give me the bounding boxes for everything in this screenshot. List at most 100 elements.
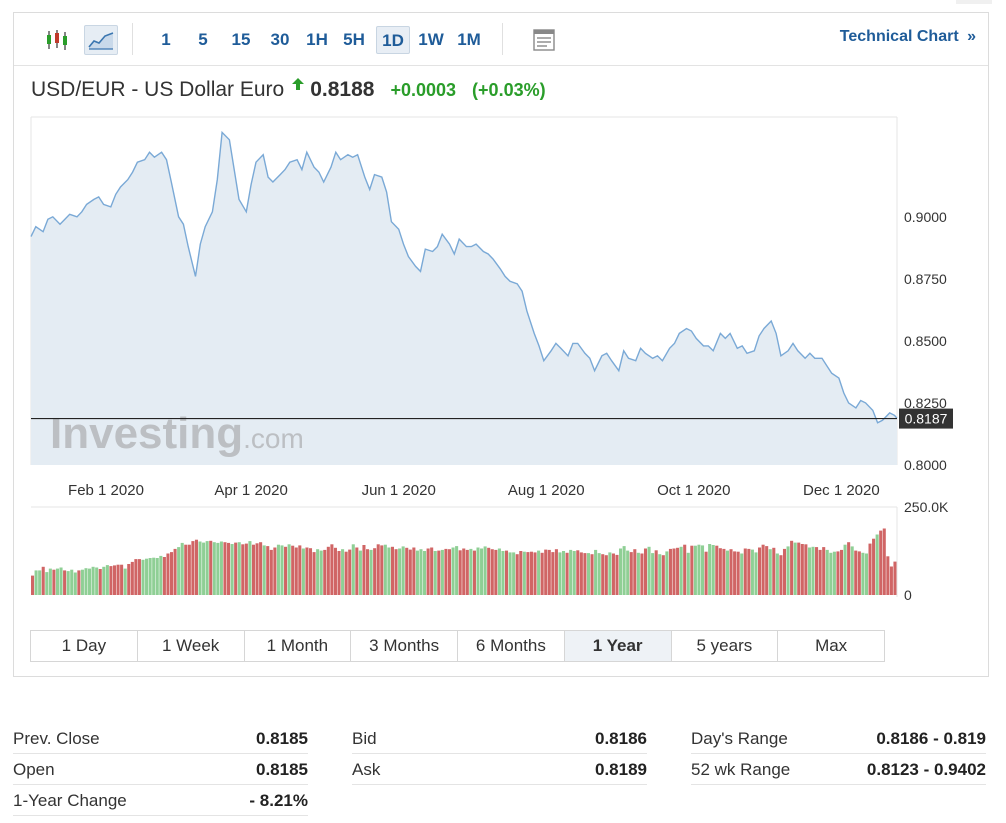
stat-label: Open	[13, 760, 55, 779]
volume-bar	[583, 553, 587, 595]
volume-bar	[433, 551, 437, 595]
timeframe-5[interactable]: 5	[198, 30, 208, 49]
volume-bar	[330, 544, 334, 595]
timeframe-30[interactable]: 30	[270, 30, 290, 49]
stat-row: Ask 0.8189	[352, 754, 647, 785]
toolbar-divider	[502, 23, 503, 55]
volume-bar	[790, 540, 794, 595]
price-chart[interactable]: Investing.com 0.8187 0.9000 0.8750 0.8500 0.8…	[14, 13, 990, 623]
volume-bar	[447, 549, 452, 595]
stat-row: 1-Year Change - 8.21%	[13, 785, 308, 816]
volume-bar	[223, 542, 227, 595]
volume-bar	[259, 542, 263, 595]
volume-bar	[251, 544, 256, 595]
range-3-months[interactable]: 3 Months	[351, 631, 458, 661]
volume-bar	[91, 566, 95, 595]
volume-bar	[59, 567, 63, 595]
volume-bar	[369, 549, 373, 595]
range-6-months[interactable]: 6 Months	[458, 631, 565, 661]
volume-bar	[526, 552, 530, 595]
price-change: +0.0003	[390, 80, 457, 100]
volume-bar	[280, 545, 284, 595]
volume-bar	[504, 550, 509, 595]
volume-bar	[579, 552, 583, 595]
y-tick-label: 0.8000	[904, 457, 947, 473]
volume-bar	[615, 554, 619, 595]
volume-bar	[754, 552, 758, 595]
stat-value: 0.8185	[256, 729, 308, 748]
technical-chart-label: Technical Chart	[839, 28, 959, 45]
timeframe-1h[interactable]: 1H	[306, 30, 328, 49]
volume-bar	[708, 544, 712, 595]
stat-row: 52 wk Range 0.8123 - 0.9402	[691, 754, 986, 785]
timeframe-1m[interactable]: 1M	[457, 30, 481, 49]
range-1-week[interactable]: 1 Week	[138, 631, 245, 661]
stat-value: 0.8186	[595, 729, 647, 748]
volume-bar	[408, 549, 412, 595]
volume-bar	[284, 546, 288, 595]
volume-bar	[405, 547, 409, 595]
area-chart-icon[interactable]	[84, 25, 118, 55]
volume-bar	[398, 548, 402, 595]
x-tick-label: Aug 1 2020	[508, 482, 585, 499]
volume-bar	[415, 550, 419, 595]
volume-bar	[494, 549, 498, 595]
volume-bar	[797, 542, 801, 595]
current-price-label: 0.8187	[905, 411, 948, 427]
range-1-year[interactable]: 1 Year	[564, 631, 672, 661]
volume-bar	[640, 553, 644, 595]
y-tick-label: 0.8500	[904, 333, 947, 349]
candlestick-icon[interactable]	[42, 25, 72, 55]
volume-bar	[590, 554, 594, 595]
timeframe-1d[interactable]: 1D	[376, 26, 410, 54]
range-max[interactable]: Max	[815, 636, 848, 655]
volume-bar	[326, 546, 330, 595]
timeframe-5h[interactable]: 5H	[343, 30, 365, 49]
stat-value: 0.8186 - 0.819	[876, 729, 986, 748]
volume-bar	[80, 569, 84, 595]
volume-bar	[537, 550, 541, 595]
volume-bar	[490, 549, 494, 595]
volume-bar	[38, 570, 42, 595]
volume-bar	[822, 547, 826, 595]
timeframe-1[interactable]: 1	[161, 30, 171, 49]
top-corner-bar	[956, 0, 992, 4]
stat-label: 52 wk Range	[691, 760, 791, 779]
range-1-month[interactable]: 1 Month	[245, 631, 352, 661]
technical-chart-link[interactable]: Technical Chart »	[840, 28, 976, 46]
range-1-day[interactable]: 1 Day	[31, 631, 138, 661]
stat-row: Open 0.8185	[13, 754, 308, 785]
volume-bar	[202, 542, 206, 595]
volume-bar	[879, 530, 883, 595]
volume-bar	[84, 568, 88, 595]
volume-bar	[533, 552, 537, 595]
volume-bar	[102, 566, 106, 595]
volume-bar	[191, 541, 195, 595]
chart-toolbar: 1 5 15 30 1H 5H 1D 1W 1M Technical Chart…	[14, 13, 988, 66]
volume-bar	[832, 551, 836, 595]
volume-bar	[594, 549, 598, 595]
x-tick-label: Oct 1 2020	[657, 482, 730, 499]
timeframe-15[interactable]: 15	[231, 30, 251, 49]
volume-bar	[665, 551, 669, 595]
timeframe-1w[interactable]: 1W	[418, 30, 444, 49]
volume-bar	[390, 546, 394, 595]
range-5-years[interactable]: 5 years	[672, 631, 779, 661]
volume-bar	[554, 549, 558, 595]
volume-bar	[768, 549, 772, 595]
volume-bar	[48, 568, 52, 595]
volume-bar	[123, 568, 127, 595]
volume-bar	[444, 548, 448, 595]
volume-bar	[95, 567, 99, 595]
volume-bar	[348, 549, 352, 595]
volume-bar	[166, 553, 170, 595]
volume-bar	[234, 542, 238, 595]
volume-bar	[804, 544, 808, 595]
volume-bar	[105, 565, 109, 595]
chart-settings-icon[interactable]	[529, 25, 559, 55]
volume-bar	[319, 550, 323, 595]
volume-bar	[825, 549, 829, 595]
volume-bar	[77, 570, 81, 595]
volume-bar	[440, 549, 444, 595]
volume-bar	[747, 548, 751, 595]
